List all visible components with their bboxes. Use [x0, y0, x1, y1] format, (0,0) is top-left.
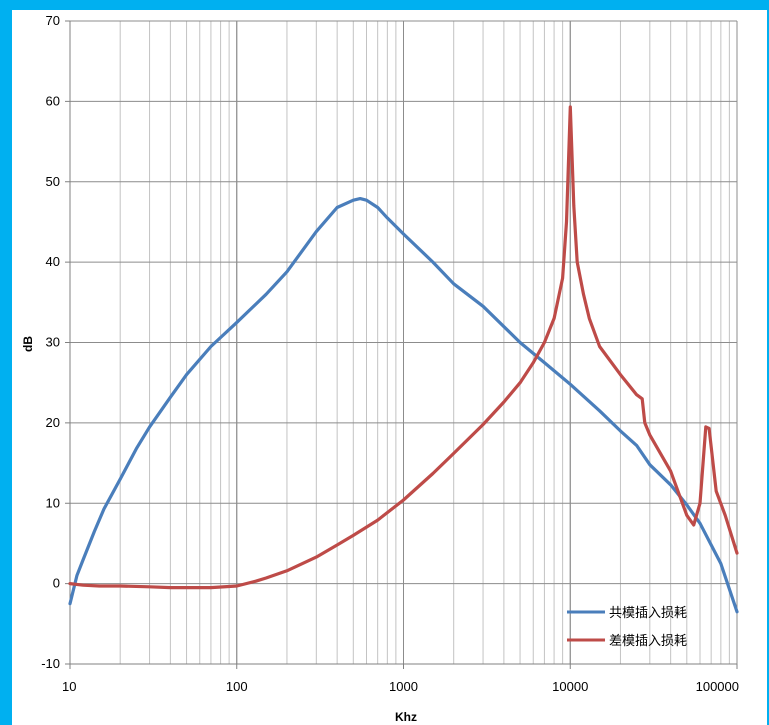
x-tick-label: 1000	[389, 679, 418, 694]
x-tick-label: 100000	[696, 679, 739, 694]
series-line-differential-mode	[68, 105, 739, 590]
chart-frame: -10 0 10 20 30 40 50 60 70 10 100 1000 10000 100000 K…	[12, 10, 767, 725]
x-tick-label: 10000	[552, 679, 588, 694]
y-tick-label: 70	[46, 13, 60, 28]
x-axis-title: Khz	[395, 710, 417, 724]
y-tick-label: 30	[46, 335, 60, 350]
legend: 共模插入损耗 差模插入损耗	[567, 606, 687, 649]
x-tick-label: 100	[226, 679, 248, 694]
y-tick-label: 10	[46, 495, 60, 510]
tick-labels: -10 0 10 20 30 40 50 60 70 10 100 1000 10000 100000	[41, 13, 739, 694]
x-tick-label: 10	[62, 679, 76, 694]
axes	[65, 20, 738, 669]
y-tick-label: 40	[46, 254, 60, 269]
legend-label-differential-mode: 差模插入损耗	[609, 634, 687, 649]
y-tick-label: 50	[46, 174, 60, 189]
y-tick-label: 60	[46, 93, 60, 108]
y-tick-label: 20	[46, 415, 60, 430]
series-line-common-mode	[68, 197, 739, 614]
grid	[69, 20, 738, 665]
line-chart: -10 0 10 20 30 40 50 60 70 10 100 1000 10000 100000 K…	[21, 13, 739, 724]
y-tick-label: 0	[53, 576, 60, 591]
y-tick-label: -10	[41, 656, 60, 671]
y-axis-title: dB	[21, 336, 35, 352]
legend-label-common-mode: 共模插入损耗	[609, 606, 687, 621]
series-layer	[68, 105, 739, 614]
